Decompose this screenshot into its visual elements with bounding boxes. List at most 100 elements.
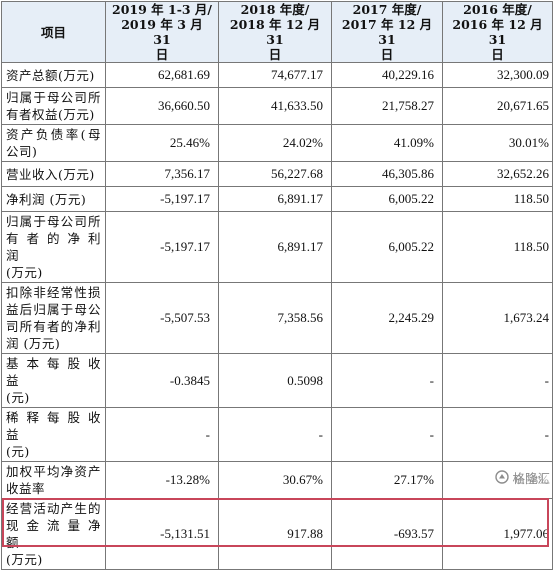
table-cell: 118.50 xyxy=(442,186,553,212)
header-text: 日 xyxy=(491,47,504,62)
row-label: 营业收入(万元) xyxy=(1,161,106,187)
row-label-line: 公司) xyxy=(6,144,38,159)
row-label: 稀 释 每 股 收 益 (元) xyxy=(1,407,106,462)
table-cell: - xyxy=(442,407,553,462)
table-cell: 30.01% xyxy=(442,124,553,162)
header-period-2017: 2017 年度/ 2017 年 12 月 31 日 xyxy=(331,1,443,63)
table-cell: 62,681.69 xyxy=(105,62,219,88)
header-text: 2017 年 12 月 31 xyxy=(341,17,433,47)
row-label: 扣除非经常性损 益后归属于母公 司所有者的净利润 (万元) xyxy=(1,282,106,354)
table-row: 稀 释 每 股 收 益 (元) - - - - xyxy=(1,407,553,462)
header-text: 2016 年 12 月 31 xyxy=(452,17,543,47)
row-label-line: (万元) xyxy=(6,552,43,567)
row-label-line: 资产总额(万元) xyxy=(6,67,95,83)
table-cell: 118.50 xyxy=(442,211,553,283)
table-cell: - xyxy=(218,407,332,462)
table-cell: 6,891.17 xyxy=(218,211,332,283)
row-label-line: 经营活动产生的 xyxy=(6,501,101,516)
table-cell: 6,005.22 xyxy=(331,211,443,283)
row-label: 资产总额(万元) xyxy=(1,62,106,88)
row-label-line: 归属于母公司所 xyxy=(6,214,101,229)
header-text: 2019 年 3 月 31 xyxy=(121,17,203,47)
row-label-line: 资产负债率(母 xyxy=(6,127,101,142)
table-cell: 1,673.24 xyxy=(442,282,553,354)
row-label-line: 现 金 流 量 净 额 xyxy=(6,518,101,550)
row-label: 归属于母公司所 有者权益(万元) xyxy=(1,87,106,125)
table-cell: -693.57 xyxy=(331,498,443,570)
header-period-2018: 2018 年度/ 2018 年 12 月 31 日 xyxy=(218,1,332,63)
table-row: 基 本 每 股 收 益 (元) -0.3845 0.5098- - xyxy=(1,353,553,408)
gelonghui-logo-icon xyxy=(495,470,510,484)
table-cell: - xyxy=(105,407,219,462)
table-row: 营业收入(万元) 7,356.17 56,227.68 46,305.86 32,652… xyxy=(1,161,553,187)
table-row: 归属于母公司所有 者 的 净 利 润 (万元) -5,197.17 6,891.17 6… xyxy=(1,211,553,283)
row-label-line: 收益率 xyxy=(6,481,46,496)
table-cell: 27.17% xyxy=(331,461,443,499)
table-cell: - xyxy=(442,353,553,408)
table-cell: -5,197.17 xyxy=(105,186,219,212)
watermark-text: 格隆汇 xyxy=(512,470,550,486)
table-cell: - xyxy=(331,407,443,462)
row-label: 净利润 (万元) xyxy=(1,186,106,212)
table-cell: 20,671.65 xyxy=(442,87,553,125)
header-text: 2016 年度/ xyxy=(463,2,532,18)
row-label-line: 稀 释 每 股 收 益 xyxy=(6,410,101,442)
header-period-2016: 2016 年度/ 2016 年 12 月 31 日 xyxy=(442,1,553,63)
row-label-line: 司所有者的净利 xyxy=(6,319,101,334)
table-cell: 46,305.86 xyxy=(331,161,443,187)
row-label-line: 益后归属于母公 xyxy=(6,302,101,317)
table-cell: - xyxy=(331,353,443,408)
table-row: 资产负债率(母 公司) 25.46% 24.02% 41.09% 30.01% xyxy=(1,124,553,162)
row-label: 归属于母公司所有 者 的 净 利 润 (万元) xyxy=(1,211,106,283)
header-text: 日 xyxy=(380,47,394,62)
row-label-line: 净利润 (万元) xyxy=(6,191,87,207)
header-item: 项目 xyxy=(1,1,106,63)
table-cell: 24.02% xyxy=(218,124,332,162)
table-cell: -5,197.17 xyxy=(105,211,219,283)
row-label-line: 营业收入(万元) xyxy=(6,166,95,182)
row-label-line: 有者权益(万元) xyxy=(6,107,95,122)
row-label-line: 加权平均净资产 xyxy=(6,464,101,479)
row-label-line: 归属于母公司所 xyxy=(6,90,101,105)
header-text: 2019 年 1-3 月/ xyxy=(112,2,212,18)
table-cell: -5,507.53 xyxy=(105,282,219,354)
table-body: 资产总额(万元) 62,681.69 74,677.17 40,229.16 32,30… xyxy=(1,62,553,570)
table-row: 净利润 (万元) -5,197.17 6,891.17 6,005.22 118.50 xyxy=(1,186,553,212)
row-label-line: (万元) xyxy=(6,265,43,280)
header-text: 2018 年度/ xyxy=(240,2,310,18)
header-text: 2018 年 12 月 31 xyxy=(229,17,321,47)
header-row: 项目 2019 年 1-3 月/ 2019 年 3 月 31 日 2018 年度… xyxy=(1,1,553,63)
table-cell: 30.67% xyxy=(218,461,332,499)
table-row: 资产总额(万元) 62,681.69 74,677.17 40,229.16 32,30… xyxy=(1,62,553,88)
row-label: 经营活动产生的现 金 流 量 净 额 (万元) xyxy=(1,498,106,570)
table-cell: 1,977.06 xyxy=(442,498,553,570)
row-label: 加权平均净资产 收益率 xyxy=(1,461,106,499)
row-label-line: 润 (万元) xyxy=(6,336,61,351)
table-cell: 21,758.27 xyxy=(331,87,443,125)
table-cell: 56,227.68 xyxy=(218,161,332,187)
row-label-line: 基 本 每 股 收 益 xyxy=(6,356,101,388)
table-cell: 917.88 xyxy=(218,498,332,570)
header-text: 日 xyxy=(155,47,169,62)
table-cell: 32,300.09 xyxy=(442,62,553,88)
header-period-2019q1: 2019 年 1-3 月/ 2019 年 3 月 31 日 xyxy=(105,1,219,63)
table-cell: 74,677.17 xyxy=(218,62,332,88)
table-cell: -13.28% xyxy=(105,461,219,499)
table-cell: -0.3845 xyxy=(105,353,219,408)
row-label-line: 扣除非经常性损 xyxy=(6,285,101,300)
table-cell: 41,633.50 xyxy=(218,87,332,125)
table-cell: 25.46% xyxy=(105,124,219,162)
table-cell: 7,358.56 xyxy=(218,282,332,354)
row-label-line: (元) xyxy=(6,390,30,405)
table-row: 经营活动产生的现 金 流 量 净 额 (万元) -5,131.51 917.88 -69… xyxy=(1,498,553,570)
table-cell: 41.09% xyxy=(331,124,443,162)
row-label: 基 本 每 股 收 益 (元) xyxy=(1,353,106,408)
table-cell: 32,652.26 xyxy=(442,161,553,187)
header-text: 日 xyxy=(268,47,282,62)
table-header: 项目 2019 年 1-3 月/ 2019 年 3 月 31 日 2018 年度… xyxy=(1,1,553,63)
table-cell: 6,891.17 xyxy=(218,186,332,212)
table-cell: 36,660.50 xyxy=(105,87,219,125)
row-label-line: 有 者 的 净 利 润 xyxy=(6,231,101,263)
